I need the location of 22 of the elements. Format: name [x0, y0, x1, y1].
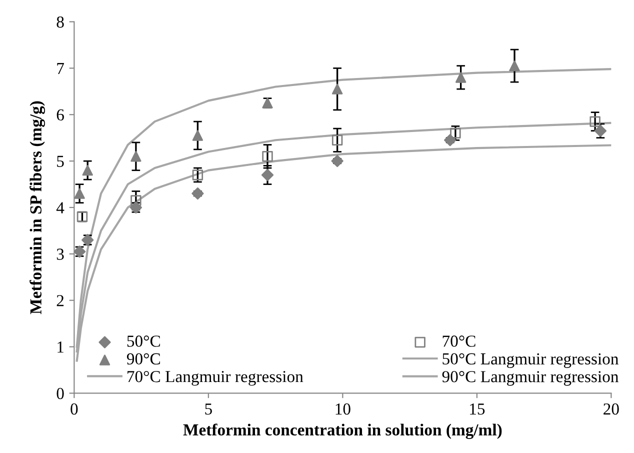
x-tick-label: 5 [205, 404, 212, 415]
x-tick-label: 20 [604, 403, 619, 415]
legend-label: 50°C [127, 336, 160, 347]
y-tick-label: 2 [56, 295, 64, 306]
y-tick-label: 7 [57, 63, 64, 74]
y-tick-label: 5 [57, 156, 64, 167]
x-tick-label: 15 [470, 403, 485, 415]
y-tick-label: 0 [56, 388, 64, 400]
legend-label: 90°C Langmuir regression [442, 371, 618, 386]
y-tick-label: 1 [58, 342, 64, 353]
x-axis-title: Metformin concentration in solution (mg/ml) [183, 424, 502, 440]
y-tick-label: 6 [56, 109, 64, 121]
legend-label: 90°C [126, 353, 160, 365]
y-axis-title: Metformin in SP fibers (mg/g) [30, 101, 46, 314]
y-tick-label: 8 [56, 16, 64, 28]
x-tick-label: 10 [336, 403, 350, 415]
y-tick-label: 3 [56, 248, 64, 260]
legend-label: 70°C Langmuir regression [128, 370, 304, 386]
x-tick-label: 0 [70, 403, 78, 415]
y-tick-label: 4 [56, 202, 64, 214]
legend-label: 50°C Langmuir regression [442, 353, 618, 368]
legend-label: 70°C [442, 336, 476, 347]
